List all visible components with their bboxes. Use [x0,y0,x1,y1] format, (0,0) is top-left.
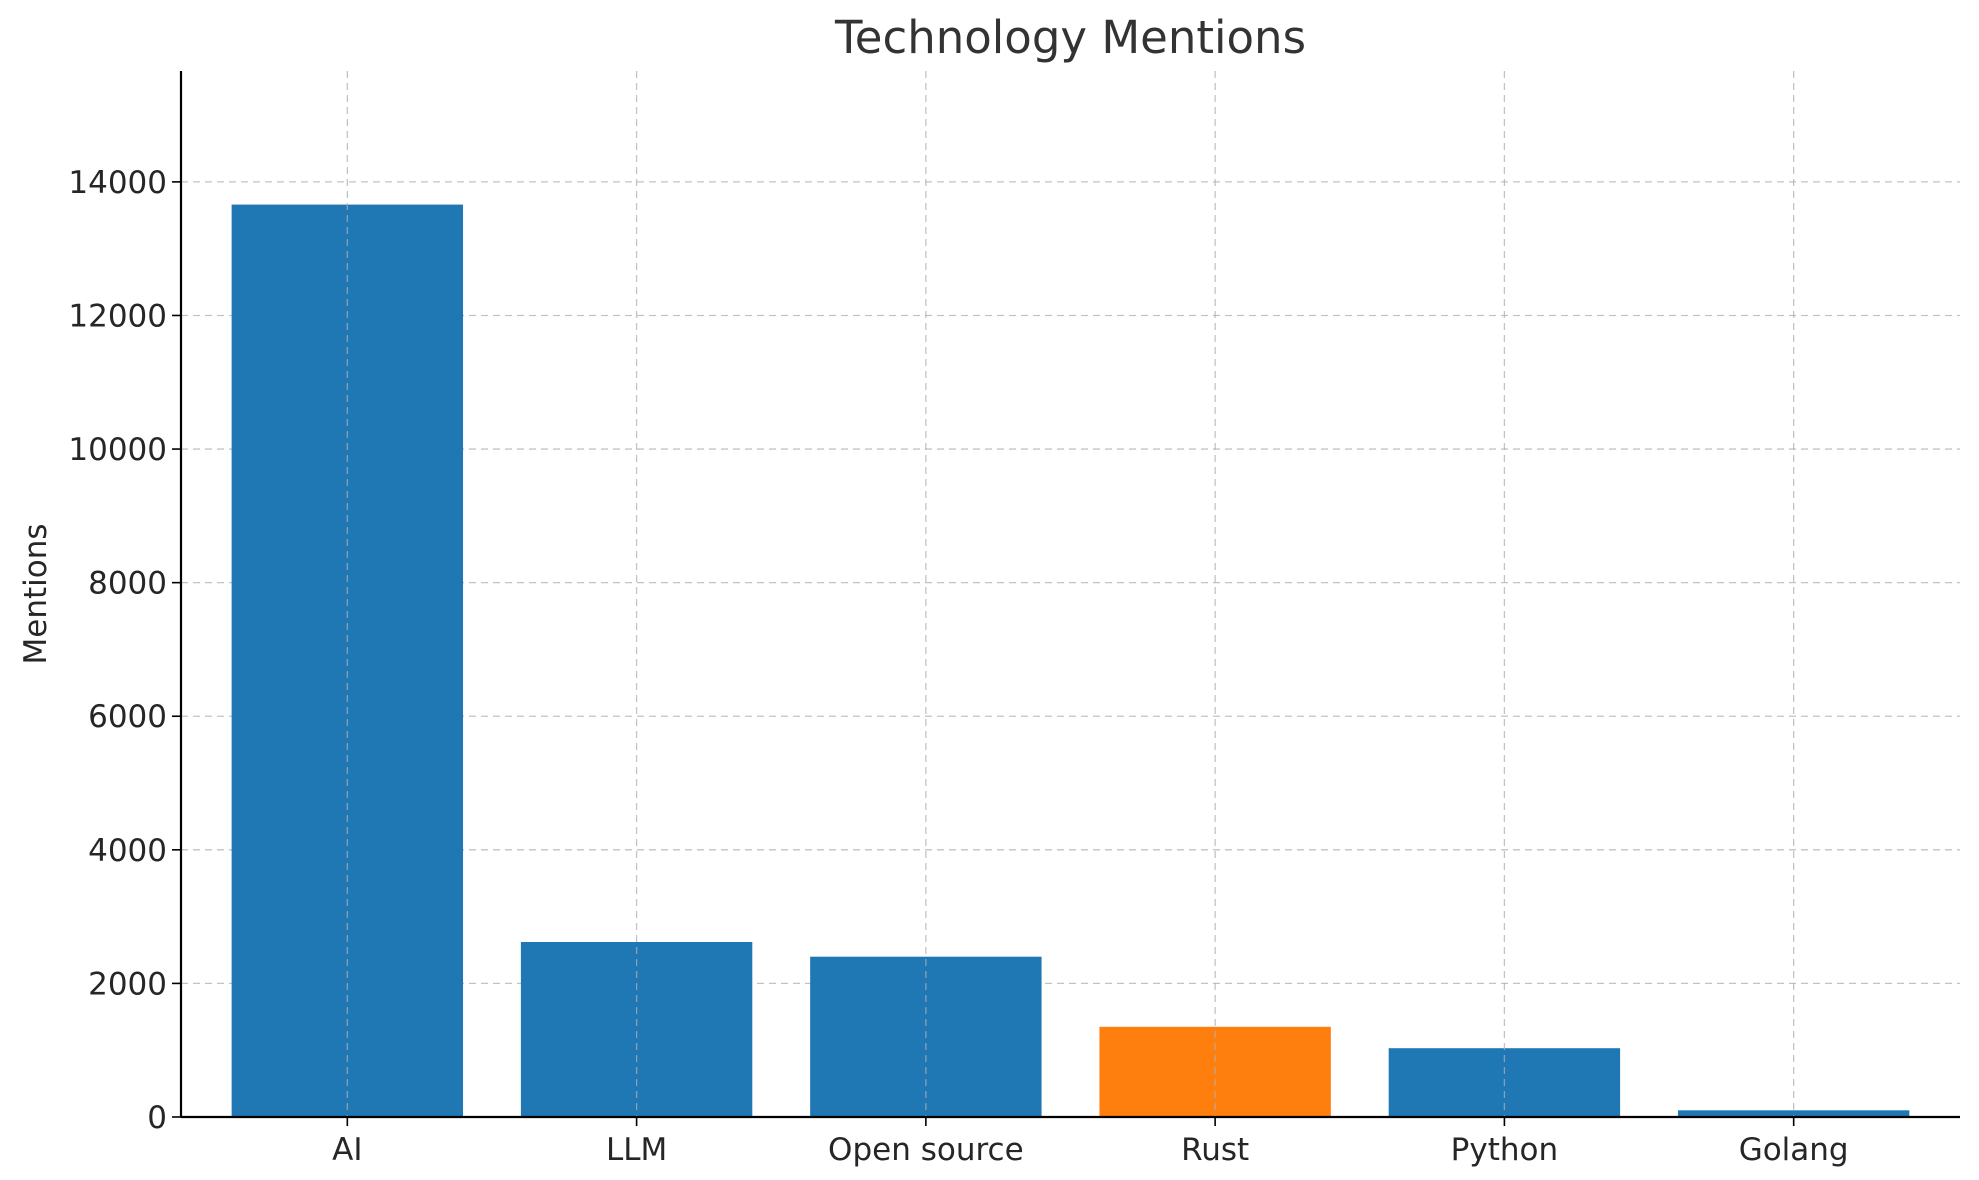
x-tick-labels: AI LLM Open source Rust Python Golang [332,1117,1849,1168]
y-tick-label: 4000 [88,833,167,869]
x-tick-label: Open source [828,1132,1024,1168]
x-tick-label: Rust [1181,1132,1249,1168]
bar-llm [520,941,753,1117]
y-tick-label: 2000 [88,966,167,1002]
x-tick-label: Golang [1739,1132,1849,1168]
y-tick-label: 12000 [68,298,167,334]
y-tick-label: 8000 [88,566,167,602]
y-axis-title: Mentions [18,524,54,665]
y-tick-labels: 0 2000 4000 6000 8000 10000 12000 14000 [68,165,181,1136]
x-tick-label: AI [332,1132,362,1168]
bars [231,71,1910,1118]
y-tick-label: 0 [147,1100,167,1136]
y-tick-label: 14000 [68,165,167,201]
x-tick-label: Python [1451,1132,1558,1168]
grid-lines [181,181,1960,985]
chart-title: Technology Mentions [834,11,1306,64]
y-tick-label: 6000 [88,699,167,735]
axes [179,71,1960,1119]
y-tick-label: 10000 [68,432,167,468]
bar-golang [1677,1110,1910,1117]
x-tick-label: LLM [606,1132,667,1168]
